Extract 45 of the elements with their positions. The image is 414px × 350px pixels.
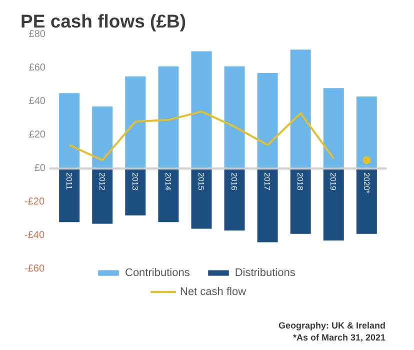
bar [257, 73, 278, 168]
legend-label: Contributions [125, 266, 190, 279]
bar [290, 168, 311, 234]
bar [356, 168, 377, 234]
bar [191, 168, 212, 229]
y-tick-label: £60 [28, 62, 46, 74]
y-tick-label: £40 [28, 96, 46, 107]
x-tick-label: 2017 [262, 172, 272, 191]
text: *As of March 31, 2021 [292, 332, 386, 342]
x-tick-label: 2014 [163, 172, 172, 191]
x-tick-label: 2015 [196, 172, 206, 191]
bar [92, 106, 113, 168]
y-tick-label: £80 [28, 29, 46, 40]
bar [323, 88, 344, 168]
bar [356, 96, 377, 168]
x-tick-label: 2012 [97, 172, 106, 191]
bar [290, 50, 311, 168]
bar [224, 168, 245, 230]
bar [59, 93, 80, 168]
bar [158, 66, 179, 168]
y-tick-label: -£20 [24, 196, 45, 208]
x-tick-label: 2011 [64, 172, 74, 190]
chart-title: PE cash flows (£B) [20, 10, 186, 32]
bar [257, 168, 278, 242]
bar [125, 76, 146, 168]
legend-label: Distributions [234, 266, 296, 279]
y-tick-label: £0 [34, 163, 46, 174]
bar [125, 168, 146, 216]
x-tick-label: 2016 [230, 172, 239, 191]
bar [323, 168, 344, 241]
line-series [68, 110, 335, 162]
y-tick-label: -£60 [24, 264, 45, 274]
bar [59, 168, 80, 222]
bar [191, 51, 212, 168]
y-tick-label: £20 [28, 130, 46, 140]
x-tick-label: 2018 [296, 172, 305, 191]
bar [158, 168, 179, 222]
text: Geography: UK & Ireland [278, 320, 386, 330]
x-tick-label: 2013 [130, 172, 140, 191]
y-tick-label: -£40 [24, 230, 45, 241]
legend-label: Net cash flow [180, 285, 246, 298]
x-tick-label: 2019 [328, 172, 338, 191]
bar [92, 168, 113, 224]
bar [224, 66, 245, 168]
x-tick-label: 2020* [362, 172, 372, 194]
